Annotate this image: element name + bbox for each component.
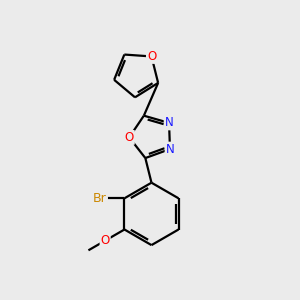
- Text: O: O: [124, 131, 134, 144]
- Text: O: O: [147, 50, 156, 63]
- Text: N: N: [165, 116, 173, 129]
- Text: Br: Br: [93, 192, 107, 205]
- Text: O: O: [100, 234, 110, 247]
- Text: N: N: [166, 142, 174, 156]
